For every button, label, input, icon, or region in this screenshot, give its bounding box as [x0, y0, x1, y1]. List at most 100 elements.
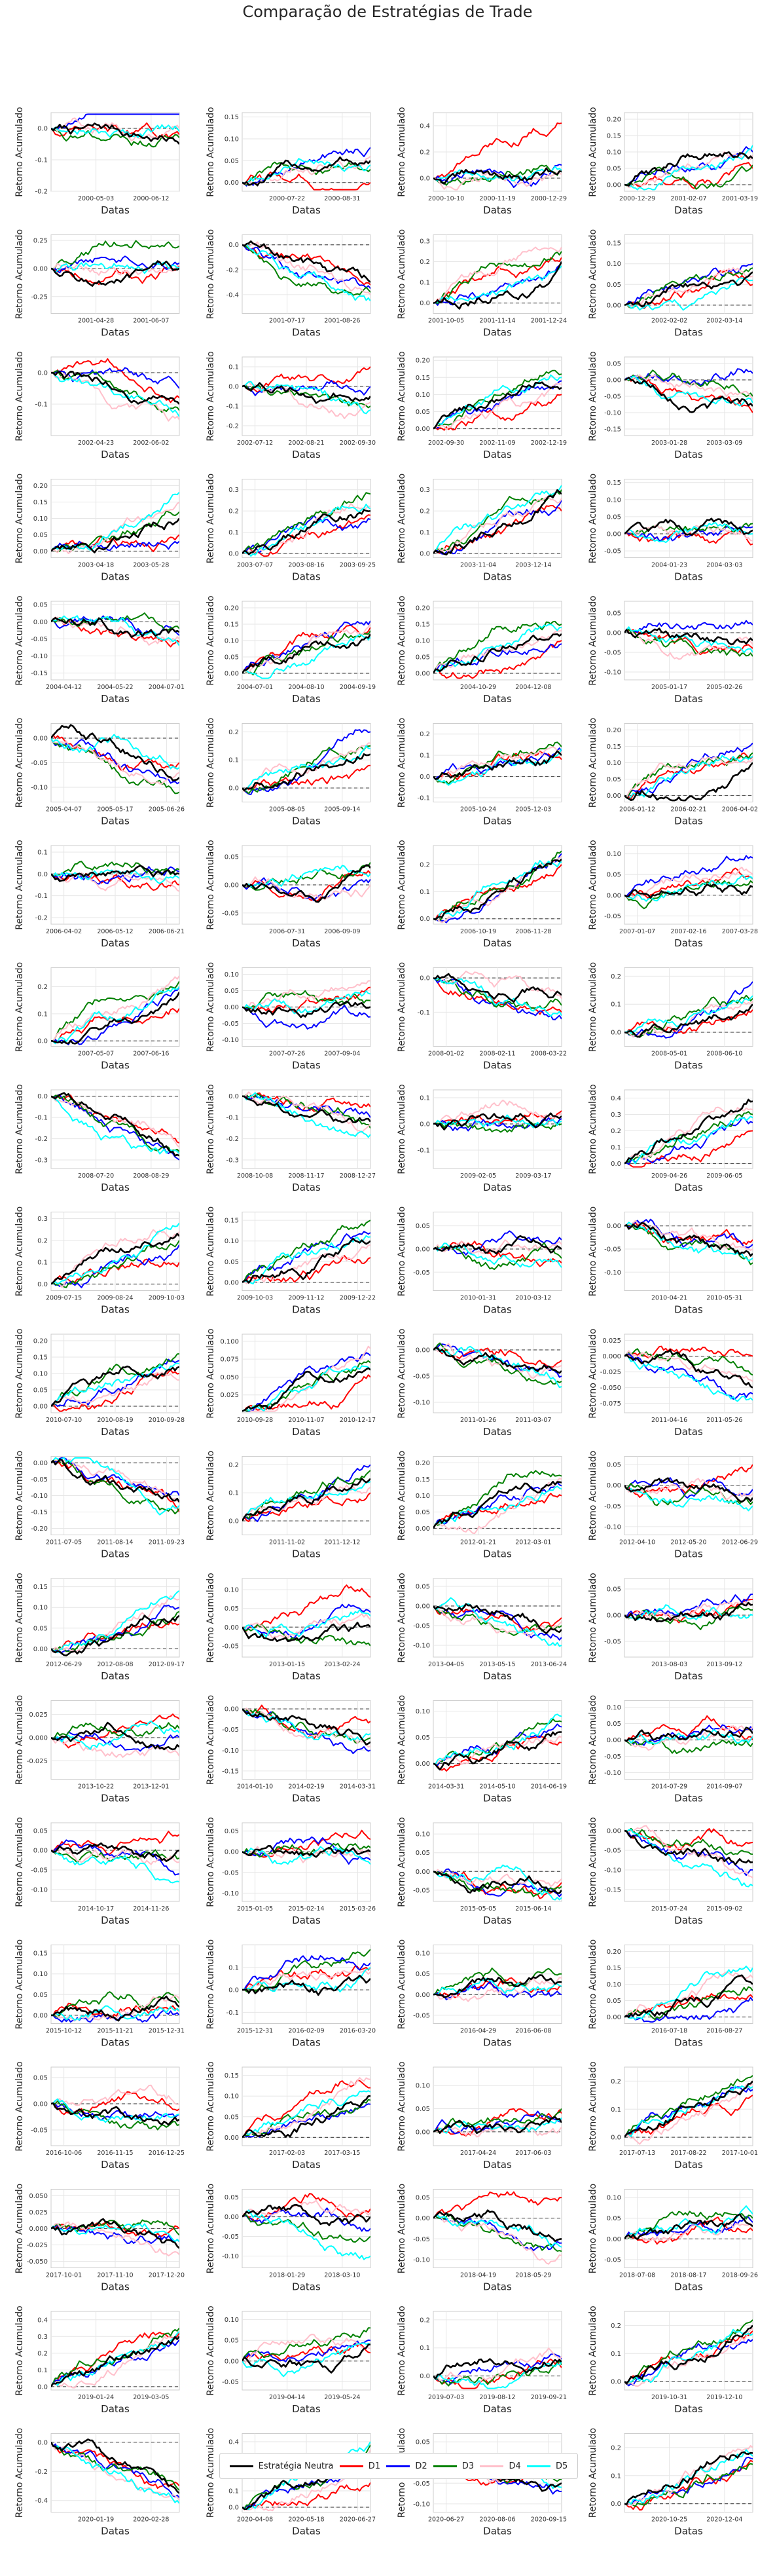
y-axis-label: Retorno Acumulado	[14, 1206, 25, 1297]
y-axis-label: Retorno Acumulado	[588, 1817, 598, 1907]
legend-swatch	[339, 2465, 363, 2467]
series-line-estrat-gia-neutra	[51, 1615, 179, 1656]
subplot: -0.05 0.00 0.05 0.10 2013-01-15 2013-02-24Dat…	[206, 1573, 371, 1682]
x-tick-label: 2010-03-12	[515, 1295, 551, 1302]
series-line-d1	[433, 1871, 562, 1899]
series-line-estrat-gia-neutra	[433, 1480, 562, 1529]
subplot: 0.00 0.05 0.10 0.15 0.20 2012-01-21 2012-03-01…	[397, 1451, 562, 1560]
x-axis-label: Datas	[292, 937, 321, 949]
plot-area	[50, 356, 180, 436]
y-tick-label: -0.10	[222, 2253, 239, 2260]
y-tick-label: 0.00	[607, 2014, 621, 2021]
x-tick-label: 2004-05-22	[97, 684, 133, 691]
series-line-d5	[51, 1590, 179, 1654]
subplot: 0.0 0.1 0.2 2017-07-13 2017-08-22 2017-10-01 D…	[588, 2061, 758, 2171]
y-tick-label: 0.00	[33, 619, 48, 626]
y-axis-label: Retorno Acumulado	[588, 1451, 598, 1541]
y-axis-label: Retorno Acumulado	[206, 351, 216, 441]
series-line-d2	[51, 1093, 179, 1161]
x-tick-label: 2011-05-26	[706, 1417, 742, 1424]
x-tick-label: 2007-09-04	[324, 1051, 360, 1058]
series-line-d2	[242, 244, 370, 289]
series-line-d3	[433, 741, 562, 785]
series-line-estrat-gia-neutra	[51, 1995, 179, 2022]
x-axis-label: Datas	[483, 1793, 512, 1804]
series-line-d4	[242, 2199, 370, 2218]
y-tick-label: 0.00	[225, 1849, 239, 1856]
y-tick-label: -0.4	[35, 2497, 48, 2505]
y-tick-label: 0.050	[29, 2193, 48, 2200]
x-tick-label: 2010-07-10	[46, 1417, 82, 1424]
subplot: -0.10 -0.05 0.00 0.05 2005-01-17 2005-02-26Da…	[588, 595, 753, 705]
x-axis-label: Datas	[674, 1426, 703, 1438]
subplot: -0.025 0.000 0.025 2013-10-22 2013-12-01Data…	[14, 1695, 180, 1804]
series-line-estrat-gia-neutra	[433, 1112, 562, 1130]
y-axis-label: Retorno Acumulado	[14, 1328, 25, 1419]
x-tick-label: 2017-08-22	[670, 2150, 706, 2157]
x-tick-label: 2015-12-31	[237, 2028, 273, 2035]
y-tick-label: 0.10	[416, 1951, 430, 1958]
series-line-estrat-gia-neutra	[433, 1871, 562, 1894]
series-line-d1	[433, 1347, 562, 1368]
y-tick-label: 0.2	[420, 861, 430, 868]
y-tick-label: 0.00	[33, 1646, 48, 1653]
y-axis-label: Retorno Acumulado	[14, 107, 25, 197]
y-tick-label: 0.10	[607, 261, 621, 268]
subplot: 0.00 0.05 0.10 0.15 0.20 2010-07-10 2010-08-19…	[14, 1328, 185, 1438]
series-line-d1	[433, 1605, 562, 1632]
subplot: -0.10 -0.05 0.00 0.05 2014-10-17 2014-11-26Da…	[14, 1817, 180, 1926]
y-tick-label: 0.05	[416, 1734, 430, 1742]
x-axis-label: Datas	[292, 693, 321, 705]
series-line-estrat-gia-neutra	[51, 1842, 179, 1862]
y-tick-label: -0.10	[31, 785, 48, 792]
y-axis-label: Retorno Acumulado	[14, 1451, 25, 1541]
y-tick-label: 0.10	[607, 760, 621, 767]
series-line-d5	[433, 624, 562, 674]
x-tick-label: 2005-06-26	[149, 806, 185, 813]
y-tick-label: 0.15	[33, 499, 48, 506]
legend-label: D4	[509, 2461, 521, 2471]
y-tick-label: 0.2	[228, 729, 239, 736]
y-tick-label: 0.00	[33, 1404, 48, 1411]
series-line-d1	[242, 1374, 370, 1412]
subplot: 0.00.10.20.30.42020-04-082020-05-182020-…	[206, 2428, 376, 2537]
subplot: -0.10 -0.05 0.00 0.05 2018-01-29 2018-03-10Da…	[206, 2184, 371, 2293]
y-tick-label: 0.05	[416, 1850, 430, 1857]
x-tick-label: 2006-11-28	[515, 928, 551, 935]
y-axis-label: Retorno Acumulado	[397, 474, 407, 564]
y-tick-label: -0.2	[35, 1136, 48, 1143]
y-tick-label: 0.05	[225, 988, 239, 995]
series-line-d2	[624, 2456, 753, 2505]
subplot: 0.00 0.05 0.10 0.15 0.20 2004-10-29 2004-12-08…	[397, 595, 562, 705]
x-tick-label: 2011-03-07	[515, 1417, 551, 1424]
x-axis-label: Datas	[674, 1914, 703, 1926]
x-tick-label: 2015-06-14	[515, 1905, 551, 1913]
x-tick-label: 2012-06-29	[46, 1661, 82, 1668]
series-line-d4	[624, 756, 753, 798]
y-tick-label: 0.1	[420, 889, 430, 896]
y-tick-label: -0.05	[604, 1639, 621, 1646]
x-tick-label: 2016-03-20	[340, 2028, 376, 2035]
series-line-d3	[624, 369, 753, 398]
subplot: 0.00 0.05 0.10 0.15 2000-07-22 2000-08-31Data…	[206, 107, 371, 216]
x-axis-label: Datas	[674, 2403, 703, 2415]
series-line-d3	[242, 2214, 370, 2243]
series-line-d3	[51, 737, 179, 794]
x-tick-label: 2003-04-18	[78, 562, 114, 569]
series-line-d3	[624, 1739, 753, 1755]
series-line-d1	[242, 2482, 370, 2511]
series-line-d4	[242, 2077, 370, 2138]
series-line-d5	[624, 2085, 753, 2138]
plot-area	[624, 234, 753, 314]
y-axis-label: Retorno Acumulado	[206, 1084, 216, 1174]
x-tick-label: 2012-05-20	[670, 1539, 706, 1546]
x-axis-label: Datas	[483, 1914, 512, 1926]
series-line-estrat-gia-neutra	[624, 1222, 753, 1257]
series-line-d5	[624, 1604, 753, 1620]
series-line-d5	[433, 1864, 562, 1901]
y-tick-label: -0.15	[31, 670, 48, 677]
y-tick-label: -0.1	[417, 795, 430, 802]
subplot: -0.15 -0.10 -0.05 0.00 2015-07-24 2015-09-02D…	[588, 1817, 753, 1926]
